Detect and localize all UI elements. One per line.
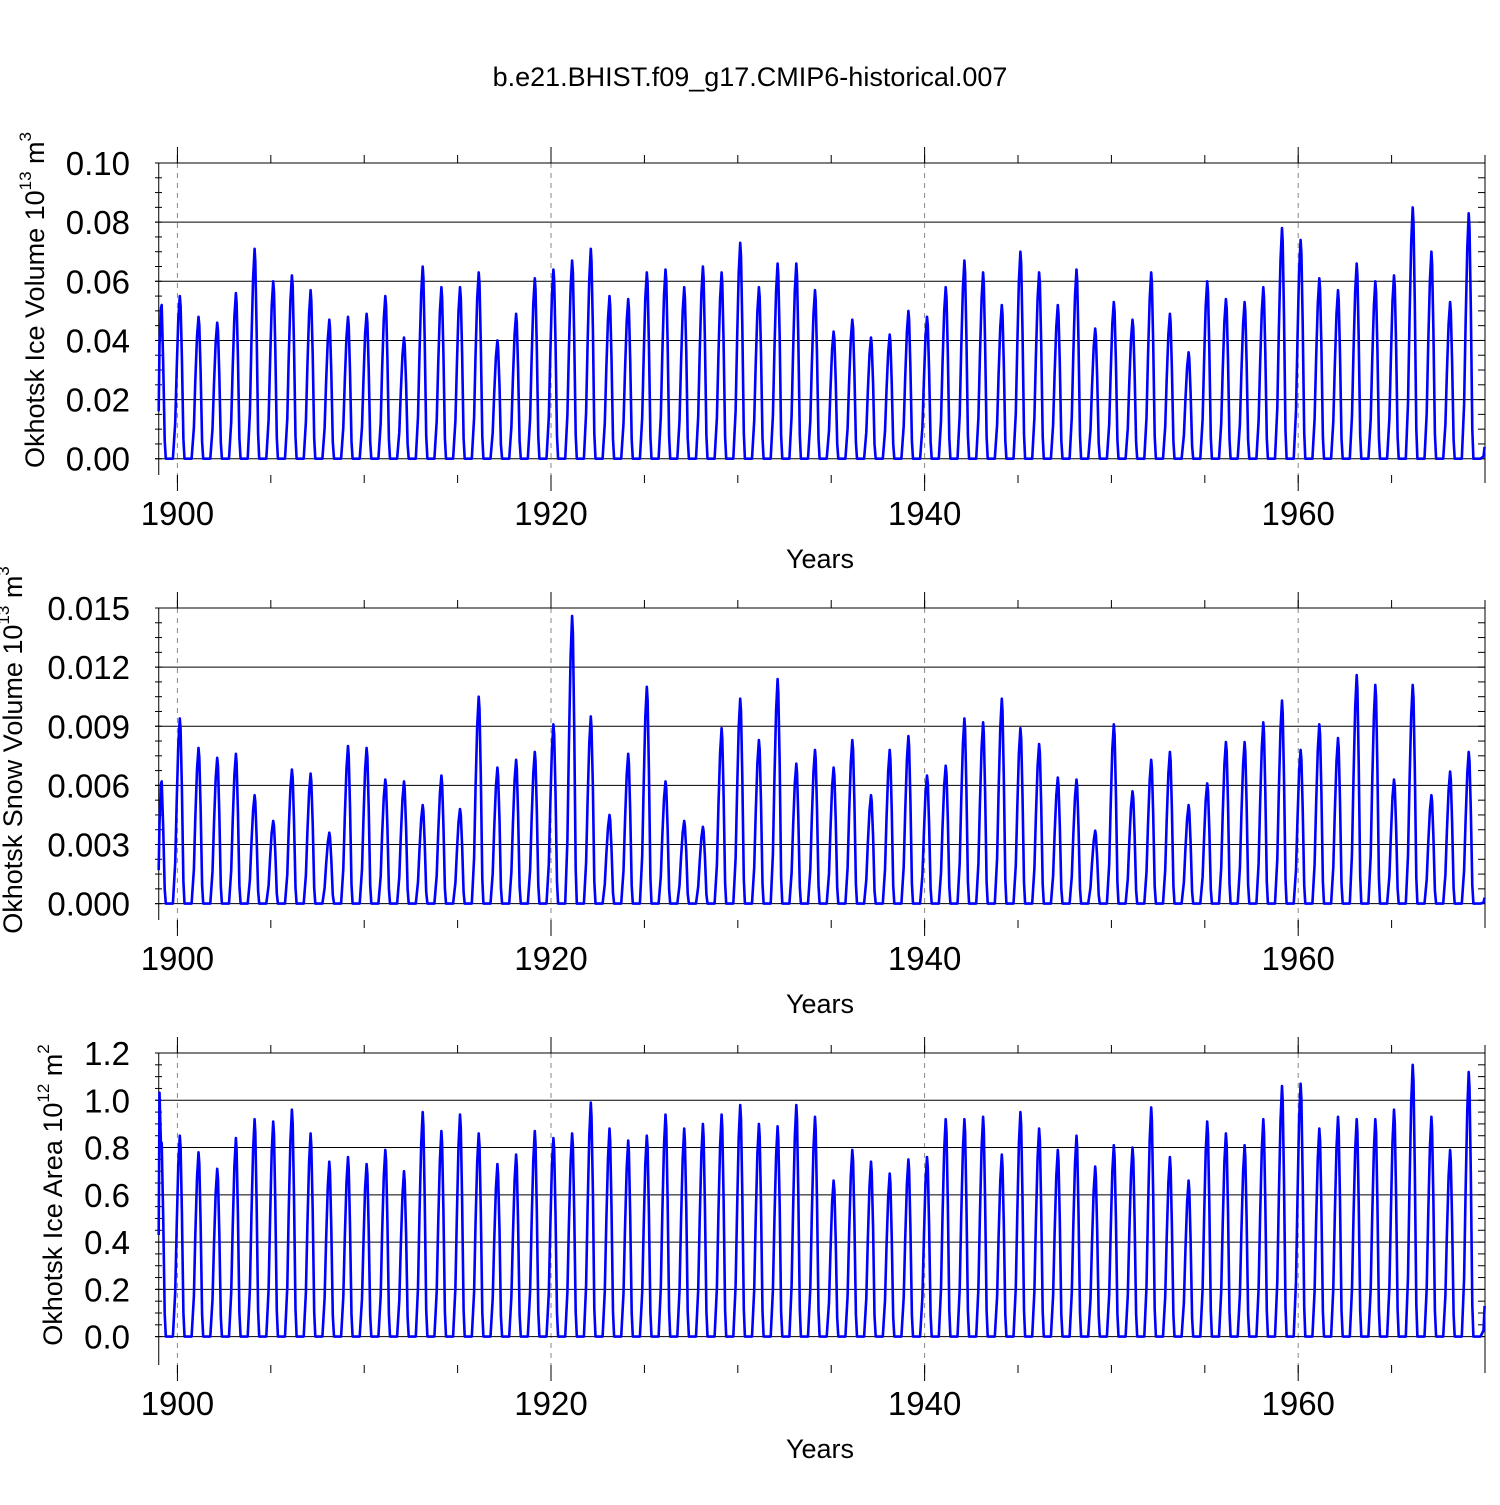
- y-axis-label: Okhotsk Ice Volume 1013 m3: [16, 132, 50, 468]
- series-line: [157, 206, 1486, 460]
- series-line: [157, 1063, 1486, 1338]
- x-tick-label: 1920: [514, 1385, 587, 1422]
- panel-ice-area: 1900 1920 1940 1960 Years 0.0 0.2 0.4 0.6 0.8 1.0 1…: [34, 1035, 1486, 1464]
- y-axis-label-exponent: 13: [16, 171, 35, 190]
- y-axis-label-text: Okhotsk Ice Area 10: [38, 1103, 68, 1346]
- y-tick-label: 0.000: [47, 886, 130, 923]
- y-tick-label: 0.009: [47, 708, 130, 745]
- x-axis-label: Years: [786, 1434, 854, 1464]
- y-axis-label-unit: m: [0, 576, 28, 606]
- y-tick-label: 0.06: [66, 263, 130, 300]
- y-axis-label: Okhotsk Ice Area 1012 m2: [34, 1044, 68, 1346]
- y-axis-label: Okhotsk Snow Volume 1013 m3: [0, 566, 28, 934]
- x-tick-label: 1940: [888, 495, 961, 532]
- x-tick-label: 1940: [888, 1385, 961, 1422]
- y-tick-label: 0.2: [84, 1271, 130, 1308]
- y-axis-label-text: Okhotsk Snow Volume 10: [0, 625, 28, 934]
- y-axis-label-unit-exponent: 3: [16, 132, 35, 141]
- y-axis-label-exponent: 13: [0, 606, 13, 625]
- x-tick-marks: [176, 147, 1486, 491]
- y-axis-label-exponent: 12: [34, 1084, 53, 1103]
- x-tick-label: 1960: [1261, 1385, 1334, 1422]
- y-tick-label: 1.0: [84, 1082, 130, 1119]
- panel-ice-volume: 1900 1920 1940 1960 Years 0.00 0.02 0.04 0.06 0.0…: [16, 132, 1486, 574]
- series-line: [157, 614, 1486, 905]
- y-tick-label: 0.10: [66, 145, 130, 182]
- x-tick-marks: [176, 592, 1486, 936]
- y-axis-label-unit-exponent: 3: [0, 566, 13, 575]
- x-tick-label: 1960: [1261, 940, 1334, 977]
- y-axis-label-text: Okhotsk Ice Volume 10: [20, 190, 50, 468]
- y-tick-label: 0.04: [66, 322, 130, 359]
- y-tick-label: 0.08: [66, 204, 130, 241]
- x-tick-label: 1920: [514, 495, 587, 532]
- x-tick-label: 1900: [141, 495, 214, 532]
- y-tick-label: 1.2: [84, 1035, 130, 1072]
- y-tick-label: 0.012: [47, 649, 130, 686]
- y-tick-label: 0.4: [84, 1224, 130, 1261]
- y-axis-label-unit: m: [38, 1054, 68, 1084]
- x-axis-label: Years: [786, 544, 854, 574]
- y-tick-label: 0.003: [47, 827, 130, 864]
- y-tick-label: 0.00: [66, 441, 130, 478]
- x-tick-label: 1960: [1261, 495, 1334, 532]
- y-tick-label: 0.6: [84, 1177, 130, 1214]
- y-axis-label-unit-exponent: 2: [34, 1044, 53, 1053]
- x-tick-label: 1940: [888, 940, 961, 977]
- panel-snow-volume: 1900 1920 1940 1960 Years 0.000 0.003 0.006 0.00…: [0, 566, 1486, 1019]
- x-tick-label: 1900: [141, 1385, 214, 1422]
- x-tick-label: 1920: [514, 940, 587, 977]
- y-tick-label: 0.02: [66, 382, 130, 419]
- x-tick-label: 1900: [141, 940, 214, 977]
- y-tick-label: 0.8: [84, 1130, 130, 1167]
- x-axis-label: Years: [786, 989, 854, 1019]
- y-tick-label: 0.0: [84, 1319, 130, 1356]
- y-tick-label: 0.006: [47, 767, 130, 804]
- chart-title: b.e21.BHIST.f09_g17.CMIP6-historical.007: [493, 62, 1008, 92]
- x-tick-marks: [176, 1037, 1486, 1381]
- y-axis-label-unit: m: [20, 141, 50, 171]
- y-tick-label: 0.015: [47, 590, 130, 627]
